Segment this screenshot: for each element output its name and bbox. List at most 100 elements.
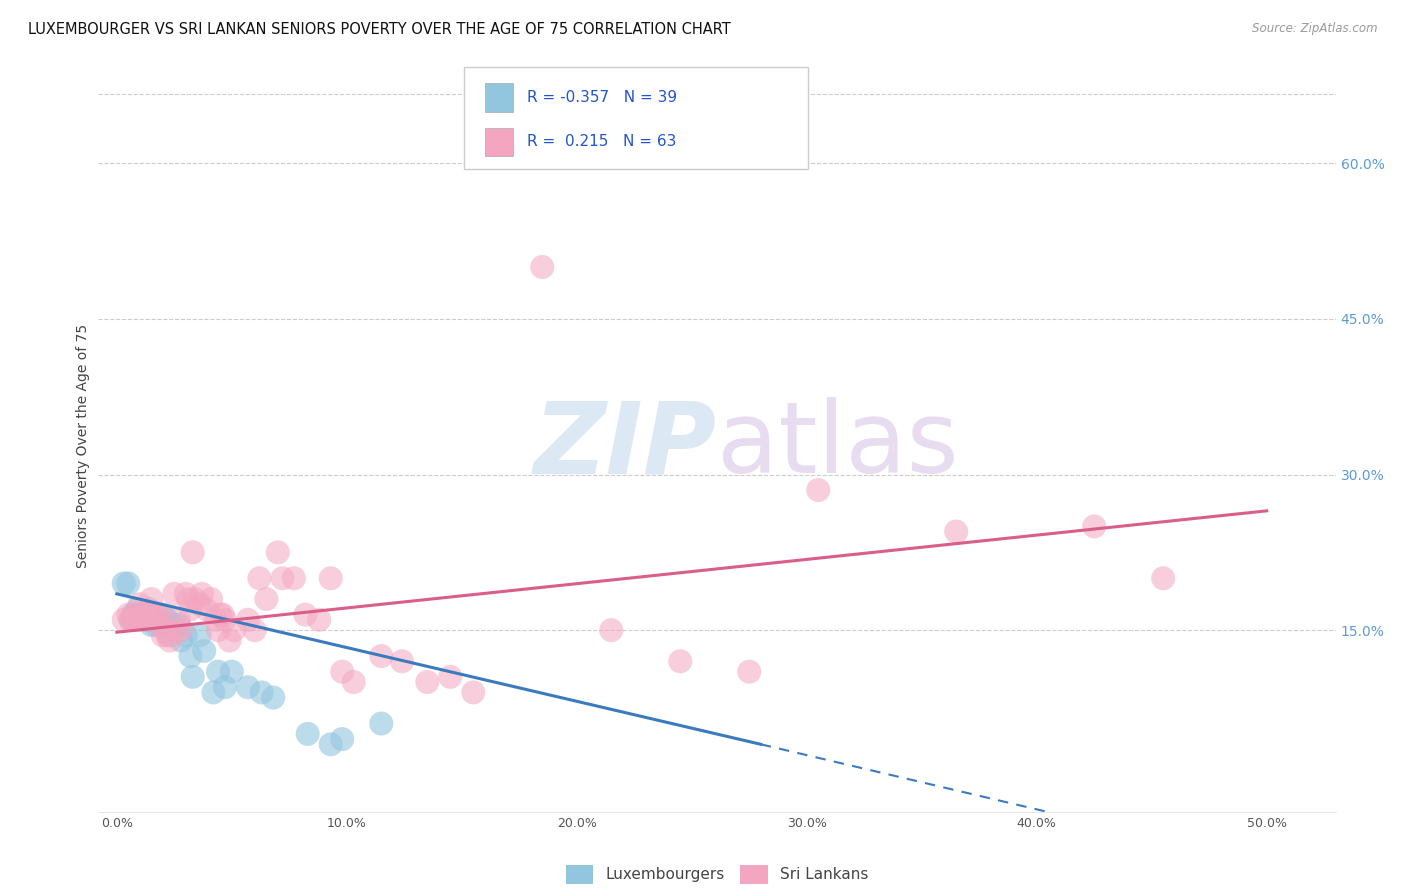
Point	[531, 260, 554, 274]
Point	[138, 607, 160, 622]
Point	[134, 613, 156, 627]
Point	[122, 613, 145, 627]
Point	[128, 597, 150, 611]
Text: Source: ZipAtlas.com: Source: ZipAtlas.com	[1253, 22, 1378, 36]
Point	[142, 613, 165, 627]
Point	[117, 607, 139, 622]
Point	[262, 690, 284, 705]
Point	[669, 654, 692, 668]
Point	[224, 623, 246, 637]
Point	[738, 665, 761, 679]
Point	[117, 576, 139, 591]
Point	[1152, 571, 1174, 585]
Point	[218, 633, 240, 648]
Point	[163, 618, 186, 632]
Point	[294, 607, 316, 622]
Point	[211, 607, 233, 622]
Point	[135, 613, 157, 627]
Point	[174, 628, 197, 642]
Point	[153, 618, 176, 632]
Point	[174, 587, 197, 601]
Point	[191, 587, 214, 601]
Text: R =  0.215   N = 63: R = 0.215 N = 63	[527, 135, 676, 149]
Point	[120, 613, 142, 627]
Point	[177, 592, 200, 607]
Point	[945, 524, 967, 539]
Point	[195, 602, 218, 616]
Text: LUXEMBOURGER VS SRI LANKAN SENIORS POVERTY OVER THE AGE OF 75 CORRELATION CHART: LUXEMBOURGER VS SRI LANKAN SENIORS POVER…	[28, 22, 731, 37]
Point	[330, 665, 353, 679]
Point	[149, 607, 172, 622]
Point	[124, 613, 146, 627]
Point	[207, 665, 229, 679]
Legend: Luxembourgers, Sri Lankans: Luxembourgers, Sri Lankans	[561, 861, 873, 888]
Point	[134, 607, 156, 622]
Point	[243, 623, 266, 637]
Point	[148, 607, 170, 622]
Point	[807, 483, 830, 497]
Y-axis label: Seniors Poverty Over the Age of 75: Seniors Poverty Over the Age of 75	[76, 324, 90, 568]
Point	[153, 623, 176, 637]
Point	[159, 628, 181, 642]
Point	[181, 670, 204, 684]
Point	[200, 592, 222, 607]
Point	[179, 602, 201, 616]
Point	[416, 675, 439, 690]
Point	[166, 623, 188, 637]
Point	[138, 602, 160, 616]
Point	[214, 613, 236, 627]
Point	[271, 571, 294, 585]
Point	[120, 613, 142, 627]
Point	[156, 613, 179, 627]
Point	[209, 607, 232, 622]
Point	[236, 680, 259, 694]
Point	[167, 618, 190, 632]
Point	[122, 607, 145, 622]
Point	[254, 592, 277, 607]
Point	[188, 597, 211, 611]
Point	[297, 727, 319, 741]
Point	[319, 737, 342, 751]
Point	[600, 623, 623, 637]
Text: ZIP: ZIP	[534, 398, 717, 494]
Point	[370, 716, 392, 731]
Point	[179, 649, 201, 664]
Point	[135, 613, 157, 627]
Point	[319, 571, 342, 585]
Point	[152, 628, 174, 642]
Point	[141, 618, 163, 632]
Point	[202, 685, 225, 699]
Point	[463, 685, 485, 699]
Point	[148, 613, 170, 627]
Point	[163, 587, 186, 601]
Point	[152, 607, 174, 622]
Text: atlas: atlas	[717, 398, 959, 494]
Point	[112, 576, 135, 591]
Point	[131, 607, 153, 622]
Point	[204, 613, 226, 627]
Point	[170, 623, 193, 637]
Point	[267, 545, 290, 559]
Point	[156, 628, 179, 642]
Point	[330, 732, 353, 747]
Point	[141, 592, 163, 607]
Point	[193, 644, 215, 658]
Point	[128, 613, 150, 627]
Point	[167, 613, 190, 627]
Point	[247, 571, 270, 585]
Point	[188, 628, 211, 642]
Point	[127, 607, 149, 622]
Point	[170, 633, 193, 648]
Point	[283, 571, 305, 585]
Point	[308, 613, 330, 627]
Text: R = -0.357   N = 39: R = -0.357 N = 39	[527, 90, 678, 104]
Point	[343, 675, 366, 690]
Point	[145, 618, 167, 632]
Point	[214, 680, 236, 694]
Point	[391, 654, 413, 668]
Point	[236, 613, 259, 627]
Point	[131, 607, 153, 622]
Point	[370, 649, 392, 664]
Point	[181, 545, 204, 559]
Point	[250, 685, 273, 699]
